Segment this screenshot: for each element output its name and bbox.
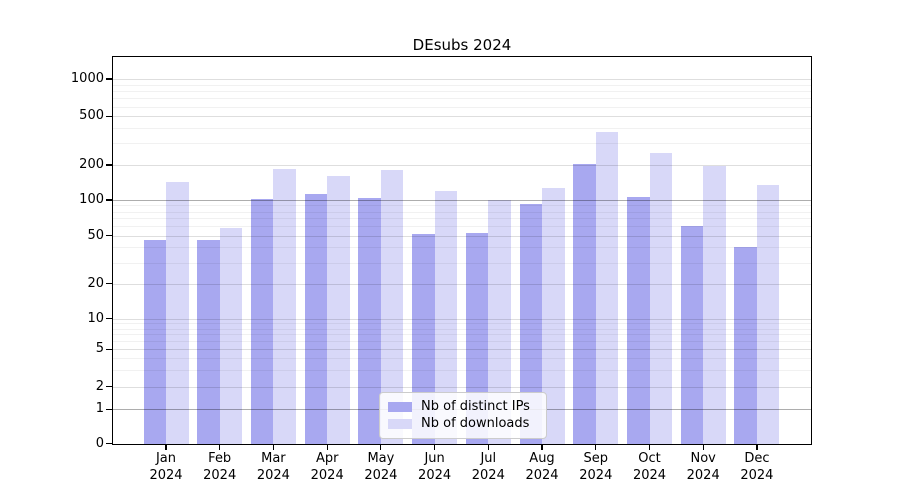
gridline-900: [113, 84, 811, 86]
bar-downloads-may: [380, 170, 404, 444]
gridline-1000: [113, 79, 811, 80]
y-axis-tick-10: [106, 318, 113, 320]
x-axis-label-aug: Aug 2024: [525, 451, 559, 483]
y-axis-label-1: 1: [95, 401, 104, 417]
bar-ips-dec: [734, 247, 757, 444]
bar-downloads-aug: [542, 187, 565, 444]
x-axis-tick-oct: [648, 444, 651, 450]
y-axis-label-1000: 1000: [70, 71, 104, 86]
bar-downloads-mar: [273, 168, 296, 444]
bar-ips-oct: [627, 197, 650, 444]
x-axis-tick-dec: [756, 444, 758, 450]
bar-ips-aug: [519, 203, 542, 444]
x-axis-tick-feb: [219, 444, 221, 450]
x-axis-tick-jun: [434, 444, 436, 450]
y-axis-label-100: 100: [79, 192, 104, 207]
gridline-800: [113, 91, 811, 92]
bar-downloads-nov: [703, 166, 726, 444]
y-axis-tick-100: [106, 199, 113, 201]
y-axis-tick-1: [106, 408, 113, 410]
x-axis-tick-jul: [487, 444, 489, 450]
y-axis-label-50: 50: [87, 227, 104, 243]
bar-downloads-dec: [756, 185, 780, 444]
y-axis-label-200: 200: [79, 157, 104, 172]
bar-downloads-oct: [649, 153, 672, 444]
x-axis-tick-jan: [165, 444, 167, 450]
x-axis-label-jul: Jul 2024: [471, 451, 505, 483]
x-axis-tick-sep: [595, 444, 597, 450]
x-axis-tick-aug: [541, 444, 543, 450]
y-axis-tick-50: [106, 235, 113, 237]
y-axis-tick-500: [106, 115, 113, 117]
y-axis-label-0: 0: [95, 435, 104, 451]
x-axis-label-nov: Nov 2024: [686, 451, 720, 483]
bar-ips-mar: [250, 198, 274, 444]
legend-swatch-distinct-ips-icon: [388, 401, 412, 412]
legend-item-distinct-ips: Nb of distinct IPs: [388, 398, 538, 415]
chart-title: DEsubs 2024: [412, 36, 512, 54]
legend-label-distinct-ips: Nb of distinct IPs: [421, 399, 530, 414]
x-axis-label-jun: Jun 2024: [418, 451, 452, 483]
x-axis-label-jan: Jan 2024: [149, 451, 183, 483]
gridline-300: [113, 143, 811, 145]
bar-downloads-feb: [219, 228, 243, 444]
gridline-700: [113, 98, 811, 100]
bar-ips-may: [358, 198, 381, 444]
x-axis-tick-mar: [272, 444, 275, 450]
gridline-600: [113, 106, 811, 108]
gridline-500: [113, 116, 811, 118]
x-axis-label-mar: Mar 2024: [256, 451, 290, 483]
bar-ips-jul: [465, 232, 489, 444]
legend-label-downloads: Nb of downloads: [421, 416, 530, 431]
x-axis-tick-may: [380, 444, 382, 450]
legend-swatch-downloads-icon: [388, 418, 412, 429]
y-axis-tick-1000: [106, 78, 113, 80]
y-axis-tick-5: [106, 348, 113, 350]
x-axis-label-oct: Oct 2024: [632, 451, 667, 483]
legend: Nb of distinct IPs Nb of downloads: [379, 392, 547, 439]
x-axis-label-sep: Sep 2024: [579, 451, 613, 483]
bar-ips-sep: [573, 163, 596, 444]
bar-ips-apr: [304, 193, 328, 444]
y-axis-label-5: 5: [95, 341, 104, 357]
x-axis-label-apr: Apr 2024: [310, 451, 344, 483]
y-axis-label-2: 2: [95, 378, 104, 394]
gridline-400: [113, 128, 811, 130]
legend-item-downloads: Nb of downloads: [388, 415, 538, 432]
bar-ips-jun: [412, 233, 435, 444]
bar-downloads-sep: [595, 132, 619, 444]
bar-downloads-jul: [488, 200, 511, 444]
bar-ips-nov: [680, 226, 704, 444]
x-axis-label-feb: Feb 2024: [203, 451, 237, 483]
y-axis-tick-2: [106, 386, 113, 388]
x-axis-label-may: May 2024: [364, 451, 398, 483]
y-axis-tick-20: [106, 283, 113, 285]
x-axis-tick-apr: [326, 444, 328, 450]
y-axis-tick-200: [106, 164, 113, 166]
y-axis-tick-0: [106, 442, 113, 445]
y-axis-label-500: 500: [79, 108, 104, 124]
y-axis-label-10: 10: [87, 310, 104, 326]
x-axis-label-dec: Dec 2024: [740, 451, 774, 483]
bar-ips-feb: [197, 240, 220, 444]
y-axis-label-20: 20: [87, 275, 104, 291]
plot-area: [112, 56, 812, 445]
bar-downloads-apr: [327, 175, 350, 444]
bar-downloads-jun: [434, 190, 458, 444]
x-axis-tick-nov: [702, 444, 704, 450]
bar-downloads-jan: [166, 181, 189, 444]
bar-ips-jan: [143, 240, 166, 444]
